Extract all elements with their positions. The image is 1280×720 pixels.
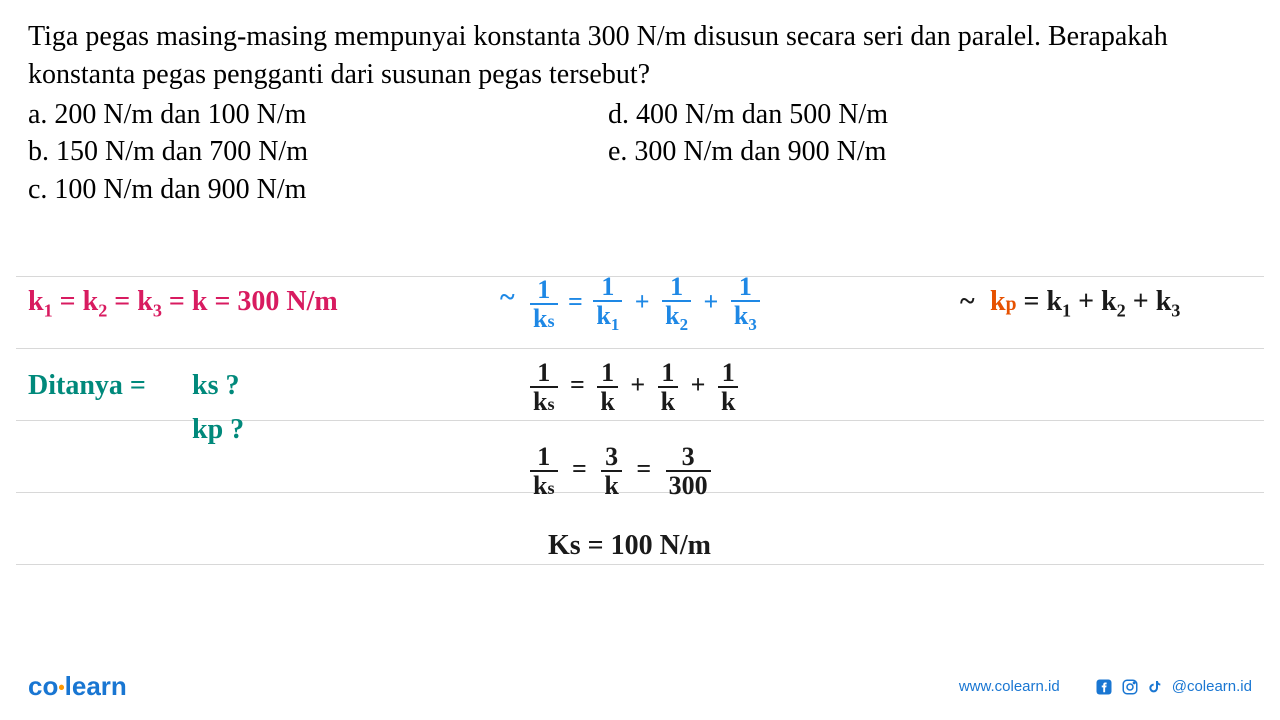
option-c: c. 100 N/m dan 900 N/m — [28, 171, 608, 209]
brand-logo: co•learn — [28, 671, 127, 702]
ditanya-kp: kp ? — [192, 414, 244, 446]
logo-co: co — [28, 671, 58, 701]
series-formula: 1ks = 1k1 + 1k2 + 1k3 — [530, 274, 760, 334]
handwriting-area: k1 = k2 = k3 = k = 300 N/m Ditanya = ks … — [0, 268, 1280, 648]
instagram-icon — [1120, 677, 1140, 697]
option-e: e. 300 N/m dan 900 N/m — [608, 133, 1252, 171]
options-grid: a. 200 N/m dan 100 N/m b. 150 N/m dan 70… — [28, 96, 1252, 209]
ditanya-label: Ditanya = — [28, 370, 146, 402]
ruled-line — [16, 564, 1264, 565]
option-b: b. 150 N/m dan 700 N/m — [28, 133, 608, 171]
ditanya-ks: ks ? — [192, 370, 239, 402]
facebook-icon — [1094, 677, 1114, 697]
given-equation: k1 = k2 = k3 = k = 300 N/m — [28, 286, 338, 322]
parallel-formula: kp = k1 + k2 + k3 — [990, 286, 1180, 322]
ruled-line — [16, 348, 1264, 349]
logo-learn: learn — [65, 671, 127, 701]
question-text: Tiga pegas masing-masing mempunyai konst… — [28, 18, 1252, 94]
website-url: www.colearn.id — [959, 678, 1060, 695]
option-a: a. 200 N/m dan 100 N/m — [28, 96, 608, 134]
question-area: Tiga pegas masing-masing mempunyai konst… — [0, 0, 1280, 209]
options-right-column: d. 400 N/m dan 500 N/m e. 300 N/m dan 90… — [608, 96, 1252, 209]
parallel-tilde: ~ — [960, 286, 975, 318]
social-handle: @colearn.id — [1172, 678, 1252, 695]
series-tilde: ~ — [500, 282, 515, 314]
series-step3: 1ks = 3k = 3300 — [530, 444, 711, 499]
footer-right: www.colearn.id @colearn.id — [959, 677, 1252, 697]
series-result: Ks = 100 N/m — [548, 530, 711, 562]
social-handles: @colearn.id — [1094, 677, 1252, 697]
series-step2: 1ks = 1k + 1k + 1k — [530, 360, 738, 415]
footer: co•learn www.colearn.id @colearn.id — [0, 671, 1280, 702]
option-d: d. 400 N/m dan 500 N/m — [608, 96, 1252, 134]
tiktok-icon — [1146, 677, 1166, 697]
options-left-column: a. 200 N/m dan 100 N/m b. 150 N/m dan 70… — [28, 96, 608, 209]
